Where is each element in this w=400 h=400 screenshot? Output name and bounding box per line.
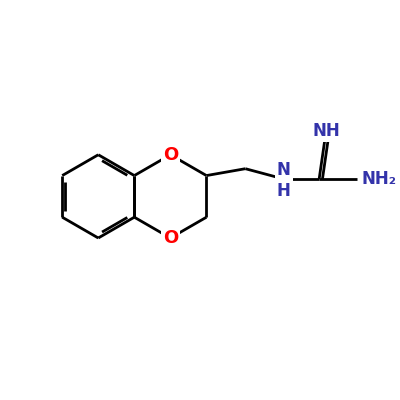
Text: O: O [163, 229, 178, 247]
Text: O: O [163, 146, 178, 164]
Text: NH: NH [312, 122, 340, 140]
Text: N
H: N H [277, 161, 290, 200]
Text: NH₂: NH₂ [361, 170, 396, 188]
